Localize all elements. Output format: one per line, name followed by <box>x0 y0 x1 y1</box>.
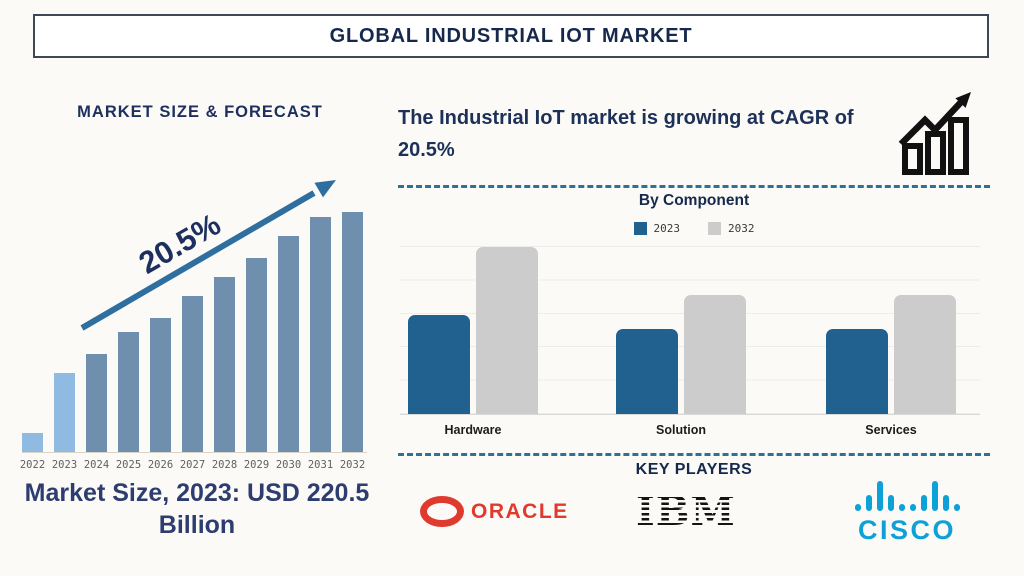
forecast-axis-label-2022: 2022 <box>19 459 46 471</box>
oracle-ring-icon <box>420 496 464 527</box>
forecast-bar-2029 <box>246 258 267 452</box>
cisco-logo: CISCO <box>843 479 971 546</box>
component-bar-hardware-2032 <box>476 247 538 414</box>
oracle-logo-text: ORACLE <box>471 499 569 523</box>
cisco-bars-icon <box>843 479 971 511</box>
growth-chart-icon <box>898 92 971 175</box>
legend-item-2032: 2032 <box>708 222 755 235</box>
component-plot <box>400 246 980 415</box>
component-legend: 2023 2032 <box>398 222 990 235</box>
cisco-bar <box>898 504 905 511</box>
ibm-logo: IBM <box>636 492 736 532</box>
forecast-bar-2027 <box>182 296 203 452</box>
component-bar-services-2032 <box>894 295 956 414</box>
forecast-axis-label-2028: 2028 <box>211 459 238 471</box>
cisco-bar <box>887 495 894 511</box>
component-bar-solution-2032 <box>684 295 746 414</box>
component-category-label-solution: Solution <box>656 423 706 437</box>
forecast-bar-2030 <box>278 236 299 452</box>
forecast-axis-label-2032: 2032 <box>339 459 366 471</box>
legend-swatch-2023 <box>633 222 647 235</box>
cagr-headline: The Industrial IoT market is growing at … <box>398 107 854 162</box>
legend-label-2023: 2023 <box>653 222 681 235</box>
cisco-bar <box>865 495 872 511</box>
forecast-axis-label-2024: 2024 <box>83 459 110 471</box>
forecast-bars <box>22 190 367 453</box>
forecast-x-axis: 2022 2023 2024 2025 2026 2027 2028 2029 2030 2031… <box>19 459 367 471</box>
growth-arrow-icon <box>80 180 336 331</box>
forecast-bar-2032 <box>342 212 363 452</box>
forecast-axis-label-2031: 2031 <box>307 459 334 471</box>
component-chart-title: By Component <box>638 192 750 209</box>
forecast-bar-2025 <box>118 332 139 452</box>
cisco-bar <box>953 504 960 511</box>
component-bar-group-hardware <box>408 247 538 414</box>
forecast-axis-label-2025: 2025 <box>115 459 142 471</box>
dashed-divider-bottom <box>398 453 990 456</box>
cisco-bar <box>876 481 883 511</box>
forecast-axis-label-2027: 2027 <box>179 459 206 471</box>
market-size-caption: Market Size, 2023: USD 220.5 Billion <box>24 479 370 539</box>
oracle-logo: ORACLE <box>420 496 569 527</box>
component-bar-group-services <box>826 295 956 414</box>
component-bar-hardware-2023 <box>408 315 470 414</box>
cisco-bar <box>942 495 949 511</box>
cisco-logo-text: CISCO <box>857 515 956 545</box>
legend-label-2032: 2032 <box>728 222 755 235</box>
dashed-divider-top <box>398 185 990 188</box>
page-title: GLOBAL INDUSTRIAL IOT MARKET <box>329 24 693 47</box>
component-category-label-services: Services <box>865 423 917 437</box>
component-labels: Hardware Solution Services <box>400 423 980 439</box>
legend-item-2023: 2023 <box>633 222 681 235</box>
forecast-bar-2022 <box>22 433 43 452</box>
forecast-section-title: MARKET SIZE & FORECAST <box>77 103 323 121</box>
forecast-bar-2023 <box>54 373 75 452</box>
forecast-bar-2031 <box>310 217 331 452</box>
cisco-bar <box>931 481 938 511</box>
forecast-bar-2024 <box>86 354 107 452</box>
forecast-bar-2028 <box>214 277 235 452</box>
cisco-bar <box>920 495 927 511</box>
legend-swatch-2032 <box>708 222 721 235</box>
forecast-axis-label-2030: 2030 <box>275 459 302 471</box>
key-players-heading: KEY PLAYERS <box>635 461 753 478</box>
forecast-axis-label-2023: 2023 <box>51 459 78 471</box>
component-bar-group-solution <box>616 295 746 414</box>
component-bar-services-2023 <box>826 329 888 414</box>
component-category-label-hardware: Hardware <box>444 423 502 437</box>
forecast-axis-label-2029: 2029 <box>243 459 270 471</box>
component-bar-solution-2023 <box>616 329 678 414</box>
forecast-axis-label-2026: 2026 <box>147 459 174 471</box>
header-title-box: GLOBAL INDUSTRIAL IOT MARKET <box>33 14 989 58</box>
cisco-bar <box>854 504 861 511</box>
forecast-bar-2026 <box>150 318 171 452</box>
cisco-bar <box>909 504 916 511</box>
ibm-logo-text: IBM <box>636 488 736 535</box>
